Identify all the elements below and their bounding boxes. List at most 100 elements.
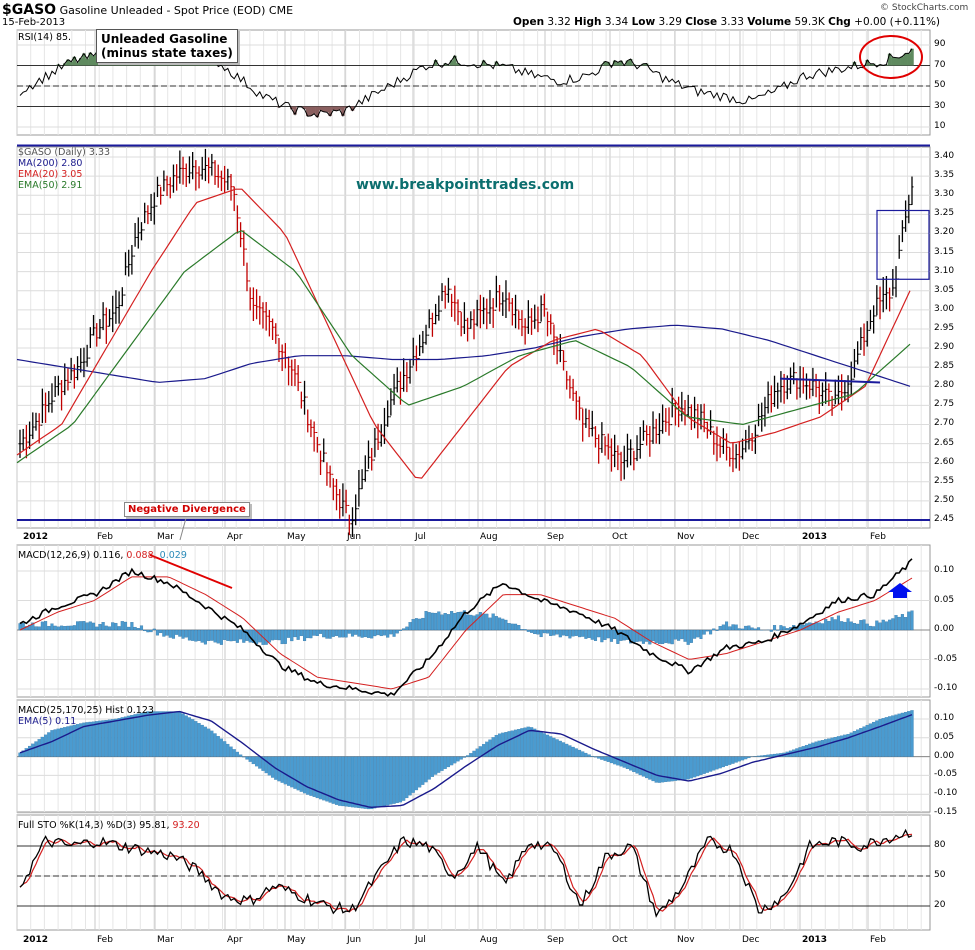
- chart-date: 15-Feb-2013: [2, 17, 66, 28]
- macd1-hist-bar: [376, 629, 380, 636]
- macd1-hist-bar: [40, 621, 44, 631]
- open-label: Open: [513, 16, 545, 28]
- macd2-hist-bar: [27, 745, 32, 757]
- macd1-hist-bar: [654, 629, 658, 643]
- macd2-hist-bar: [79, 723, 83, 757]
- macd1-hist-bar: [117, 626, 121, 631]
- macd2-hist-bar: [731, 756, 735, 764]
- macd1-hist-bar: [616, 629, 620, 644]
- macd2-hist-bar: [386, 756, 390, 806]
- macd1-hist-bar: [820, 623, 825, 631]
- macd1-hist-bar: [715, 629, 719, 631]
- macd2-hist-bar: [817, 740, 821, 757]
- y-tick-label: 3.15: [934, 246, 955, 257]
- ma200-label: MA(200) 2.80: [18, 158, 83, 169]
- macd1-hist-bar: [223, 629, 227, 640]
- ema20-label: EMA(20) 3.05: [18, 169, 83, 180]
- macd2-hist-bar: [293, 756, 297, 789]
- macd2-hist-bar: [766, 754, 770, 757]
- macd2-hist-bar: [354, 756, 358, 808]
- macd2-hist-bar: [175, 711, 179, 757]
- macd2-hist-bar: [63, 727, 67, 757]
- macd2-hist-bar: [683, 756, 687, 780]
- macd2-hist-bar: [501, 732, 505, 757]
- macd1-hist-bar: [680, 629, 684, 640]
- macd2-hist-bar: [462, 756, 467, 758]
- macd1-hist-bar: [421, 617, 425, 631]
- macd2-hist-bar: [523, 727, 527, 757]
- macd2-hist-bar: [395, 756, 399, 804]
- macd1-hist-bar: [171, 629, 176, 639]
- macd1-hist-bar: [159, 629, 163, 634]
- macd1-hist-bar: [558, 629, 562, 638]
- x-tick-jun: Jun: [347, 532, 362, 542]
- macd2-hist-bar: [181, 713, 185, 757]
- macd2-hist-bar: [306, 756, 310, 795]
- macd2-hist-bar: [606, 756, 610, 762]
- high-label: High: [574, 16, 602, 28]
- macd1-hist-bar: [529, 629, 534, 633]
- macd1-hist-bar: [31, 622, 35, 631]
- macd2-hist-bar: [756, 755, 761, 757]
- macd1-hist-bar: [79, 621, 83, 631]
- y-tick-label: 3.10: [934, 265, 955, 276]
- macd2-hist-bar: [549, 736, 553, 757]
- macd2-hist-bar: [712, 756, 716, 771]
- macd1-hist-bar: [152, 628, 156, 631]
- macd2-hist-bar: [728, 756, 732, 765]
- macd2-hist-bar: [37, 739, 41, 757]
- macd1-hist-bar: [670, 629, 674, 645]
- sto-k-line: [19, 828, 913, 918]
- macd1-hist-bar: [146, 629, 150, 633]
- macd2-hist-bar: [171, 711, 176, 757]
- x-tick-dec: Dec: [742, 935, 760, 945]
- macd1-hist-bar: [750, 627, 754, 631]
- macd2-hist-bar: [120, 717, 124, 757]
- y-tick-label: -0.15: [934, 807, 958, 817]
- x-tick-nov: Nov: [677, 532, 695, 542]
- macd1-hist-bar: [600, 629, 604, 643]
- macd2-hist-bar: [600, 756, 604, 760]
- macd1-hist-bar: [175, 629, 179, 635]
- y-tick-label: -0.05: [934, 653, 958, 664]
- macd1-label-c: 0.029: [159, 550, 187, 561]
- macd2-hist-bar: [302, 756, 307, 794]
- chg-value: +0.00 (+0.11%): [854, 16, 941, 28]
- macd1-hist-bar: [753, 628, 757, 631]
- macd2-hist-bar: [286, 756, 291, 786]
- macd1-hist-bar: [542, 629, 546, 634]
- macd1-hist-bar: [482, 613, 486, 631]
- macd1-hist-bar: [574, 629, 578, 636]
- macd2-hist-bar: [398, 756, 403, 803]
- macd1-hist-bar: [702, 629, 706, 635]
- macd1-hist-bar: [60, 625, 64, 631]
- macd2-hist-bar: [568, 745, 572, 757]
- macd2-hist-bar: [590, 755, 594, 757]
- macd1-hist-bar: [501, 618, 505, 631]
- macd1-hist-bar: [229, 629, 233, 642]
- y-tick-label: 2.50: [934, 494, 955, 505]
- y-tick-label: 70: [934, 59, 946, 70]
- macd1-hist-bar: [299, 629, 303, 637]
- macd2-hist-bar: [737, 756, 741, 762]
- macd2-hist-bar: [402, 756, 406, 801]
- macd2-hist-bar: [868, 723, 873, 757]
- macd1-hist-bar: [82, 621, 86, 631]
- macd2-hist-bar: [485, 741, 489, 757]
- x-tick-feb: Feb: [97, 532, 113, 542]
- macd2-hist-bar: [91, 721, 96, 757]
- macd1-hist-bar: [606, 629, 610, 639]
- macd2-hist-bar: [820, 740, 825, 757]
- macd2-hist-bar: [747, 756, 751, 759]
- macd1-hist-bar: [357, 629, 361, 637]
- x-tick-mar: Mar: [157, 935, 174, 945]
- ema50-line: [16, 230, 911, 464]
- macd2-hist-bar: [555, 739, 559, 757]
- macd2-hist-bar: [565, 743, 569, 757]
- macd2-hist-bar: [47, 732, 51, 757]
- x-tick-2013: 2013: [802, 935, 828, 945]
- macd1-hist-bar: [648, 629, 652, 645]
- macd1-hist-bar: [280, 629, 284, 645]
- macd1-label: MACD(12,26,9) 0.116, 0.088, 0.029: [18, 550, 187, 561]
- macd2-hist-bar: [856, 729, 860, 757]
